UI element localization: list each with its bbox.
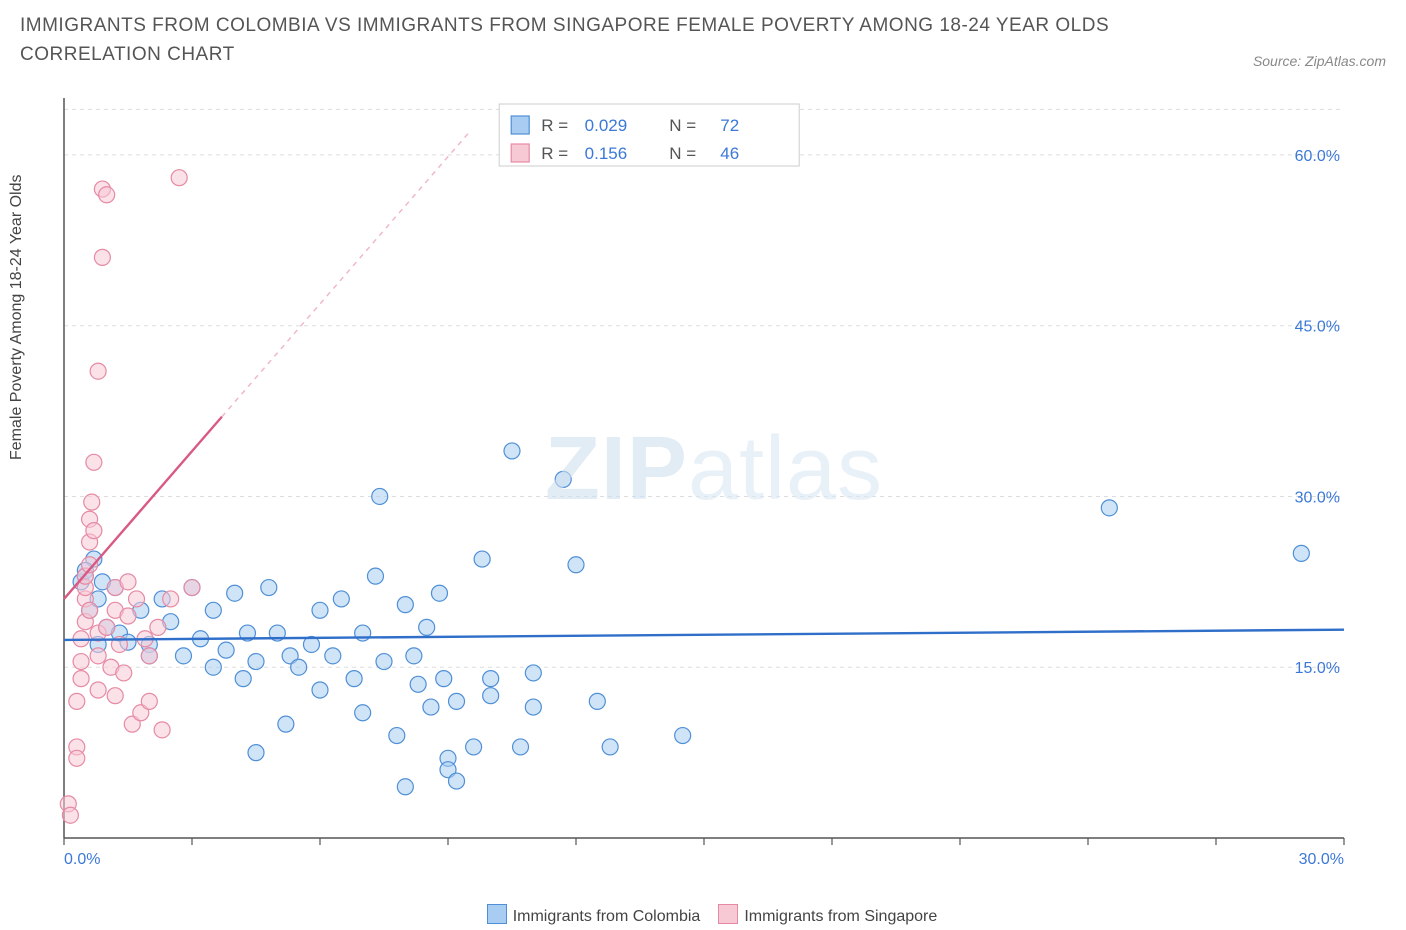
legend-swatch xyxy=(487,904,507,924)
svg-text:30.0%: 30.0% xyxy=(1299,851,1344,868)
data-point xyxy=(483,671,499,687)
data-point xyxy=(73,654,89,670)
data-point xyxy=(248,745,264,761)
svg-text:45.0%: 45.0% xyxy=(1295,319,1340,336)
svg-text:R =: R = xyxy=(541,116,568,135)
data-point xyxy=(248,654,264,670)
data-point xyxy=(69,750,85,766)
data-point xyxy=(99,619,115,635)
data-point xyxy=(504,443,520,459)
data-point xyxy=(94,249,110,265)
svg-text:0.156: 0.156 xyxy=(585,144,628,163)
data-point xyxy=(449,773,465,789)
data-point xyxy=(90,682,106,698)
data-point xyxy=(227,585,243,601)
data-point xyxy=(82,602,98,618)
data-point xyxy=(84,494,100,510)
data-point xyxy=(602,739,618,755)
data-point xyxy=(589,693,605,709)
data-point xyxy=(372,488,388,504)
svg-text:0.0%: 0.0% xyxy=(64,851,100,868)
source-label: Source: ZipAtlas.com xyxy=(1253,53,1386,69)
data-point xyxy=(1101,500,1117,516)
data-point xyxy=(120,574,136,590)
data-point xyxy=(312,602,328,618)
data-point xyxy=(568,557,584,573)
svg-text:60.0%: 60.0% xyxy=(1295,148,1340,165)
data-point xyxy=(116,665,132,681)
data-point xyxy=(278,716,294,732)
data-point xyxy=(163,591,179,607)
svg-text:N =: N = xyxy=(669,144,696,163)
data-point xyxy=(99,187,115,203)
data-point xyxy=(261,580,277,596)
data-point xyxy=(218,642,234,658)
data-point xyxy=(436,671,452,687)
data-point xyxy=(86,523,102,539)
data-point xyxy=(86,454,102,470)
data-point xyxy=(555,471,571,487)
data-point xyxy=(355,705,371,721)
data-point xyxy=(675,728,691,744)
svg-text:15.0%: 15.0% xyxy=(1295,660,1340,677)
legend-label: Immigrants from Colombia xyxy=(513,908,701,925)
data-point xyxy=(141,693,157,709)
data-point xyxy=(513,739,529,755)
data-point xyxy=(107,688,123,704)
data-point xyxy=(205,602,221,618)
data-point xyxy=(154,722,170,738)
data-point xyxy=(466,739,482,755)
data-point xyxy=(474,551,490,567)
chart-area: 0.0% 30.0% 15.0% 30.0% 45.0% 60.0% R = 0.029 N =… xyxy=(54,90,1374,870)
svg-text:0.029: 0.029 xyxy=(585,116,628,135)
data-point xyxy=(483,688,499,704)
data-point xyxy=(69,693,85,709)
data-point xyxy=(423,699,439,715)
data-point xyxy=(235,671,251,687)
data-point xyxy=(397,779,413,795)
data-point xyxy=(90,363,106,379)
legend-label: Immigrants from Singapore xyxy=(744,908,937,925)
bottom-legend: Immigrants from Colombia Immigrants from … xyxy=(0,904,1406,926)
data-point xyxy=(449,693,465,709)
data-point xyxy=(184,580,200,596)
data-point xyxy=(129,591,145,607)
scatter-chart: 0.0% 30.0% 15.0% 30.0% 45.0% 60.0% R = 0.029 N =… xyxy=(54,90,1374,870)
data-point xyxy=(376,654,392,670)
svg-text:30.0%: 30.0% xyxy=(1295,489,1340,506)
svg-text:R =: R = xyxy=(541,144,568,163)
data-point xyxy=(312,682,328,698)
svg-text:N =: N = xyxy=(669,116,696,135)
data-point xyxy=(325,648,341,664)
data-point xyxy=(397,597,413,613)
data-point xyxy=(171,170,187,186)
data-point xyxy=(389,728,405,744)
data-point xyxy=(120,608,136,624)
data-point xyxy=(406,648,422,664)
data-point xyxy=(62,807,78,823)
data-point xyxy=(1293,545,1309,561)
y-axis-label: Female Poverty Among 18-24 Year Olds xyxy=(8,175,26,461)
svg-text:72: 72 xyxy=(720,116,739,135)
data-point xyxy=(175,648,191,664)
data-point xyxy=(205,659,221,675)
chart-title: IMMIGRANTS FROM COLOMBIA VS IMMIGRANTS F… xyxy=(20,12,1140,69)
data-point xyxy=(525,699,541,715)
data-point xyxy=(346,671,362,687)
svg-text:46: 46 xyxy=(720,144,739,163)
data-point xyxy=(410,676,426,692)
legend-swatch xyxy=(718,904,738,924)
data-point xyxy=(419,619,435,635)
data-point xyxy=(525,665,541,681)
data-point xyxy=(431,585,447,601)
data-point xyxy=(150,619,166,635)
data-point xyxy=(333,591,349,607)
data-point xyxy=(291,659,307,675)
data-point xyxy=(73,671,89,687)
data-point xyxy=(141,648,157,664)
data-point xyxy=(367,568,383,584)
data-point xyxy=(90,648,106,664)
